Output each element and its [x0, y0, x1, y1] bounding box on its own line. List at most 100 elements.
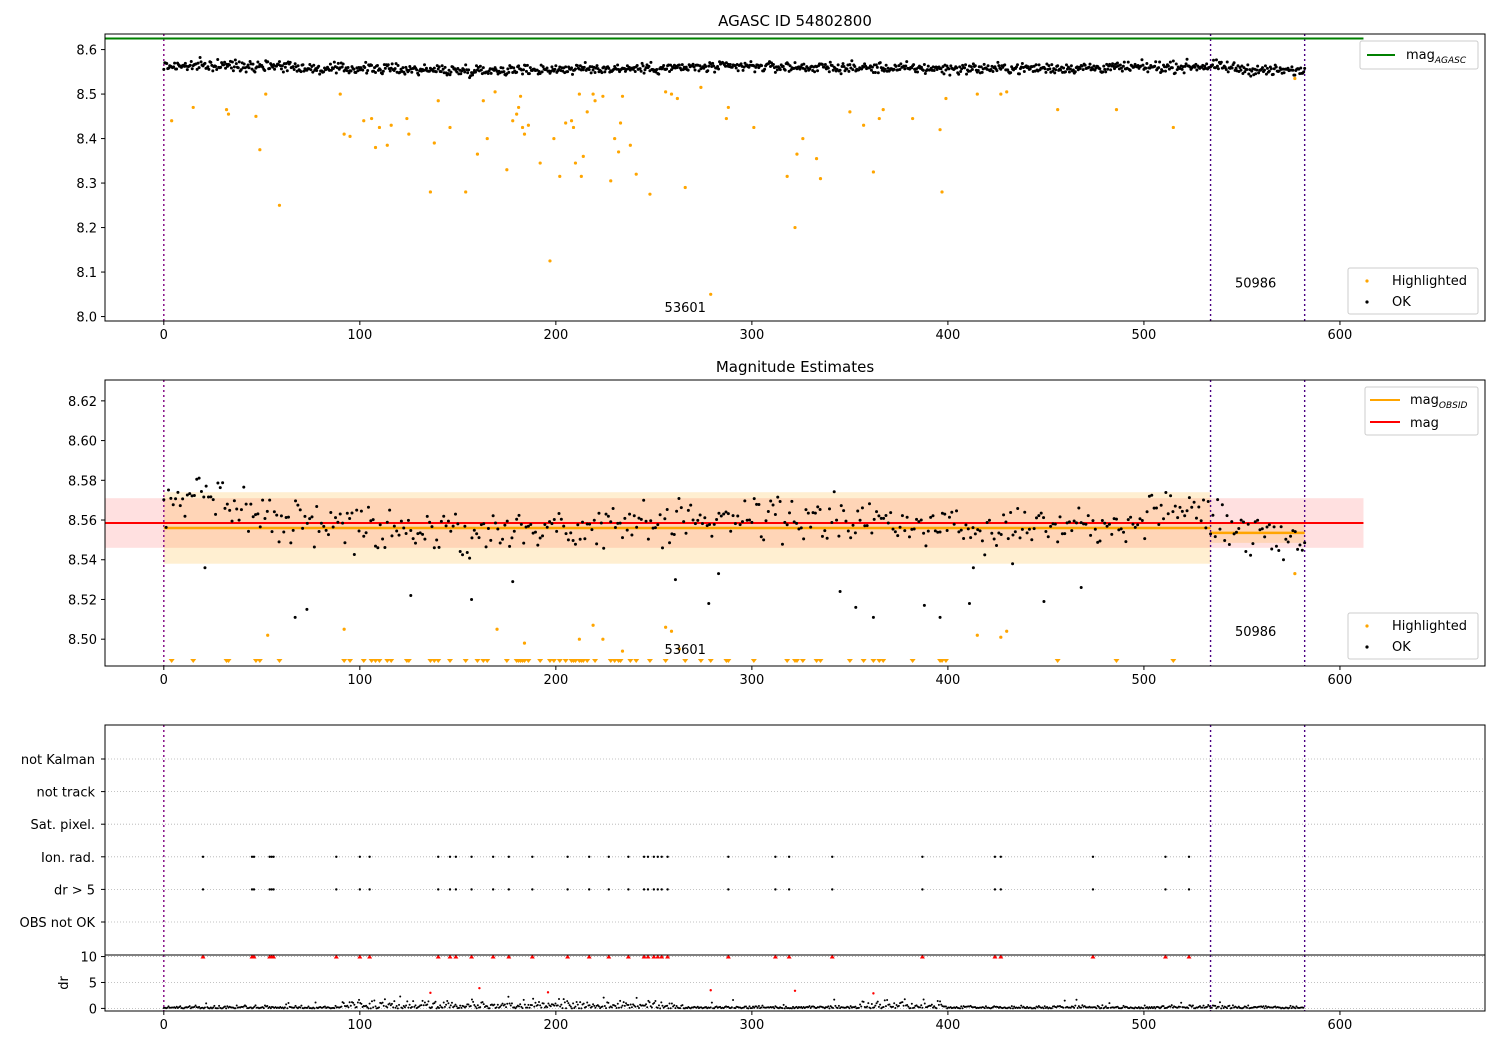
ok-point	[232, 499, 236, 503]
dr-point	[493, 1003, 496, 1006]
out-of-range-marker	[384, 659, 391, 663]
out-of-range-marker	[942, 659, 949, 663]
ok-point	[958, 65, 962, 69]
dr-point	[809, 1006, 812, 1009]
ok-point	[467, 68, 471, 72]
ok-point	[851, 523, 855, 527]
ok-point	[936, 530, 940, 534]
ok-point	[869, 68, 873, 72]
dr-clipped-marker	[565, 955, 571, 959]
dr-point	[848, 1007, 851, 1010]
ok-point	[543, 523, 547, 527]
ok-point	[1277, 69, 1281, 73]
ok-point	[870, 531, 874, 535]
flag-point	[666, 888, 669, 891]
dr-point	[323, 1005, 326, 1008]
ok-point	[830, 63, 834, 67]
ok-point	[1112, 517, 1116, 521]
ok-point	[1246, 63, 1250, 67]
ok-point	[940, 70, 944, 74]
dr-point	[1095, 1007, 1098, 1010]
dr-point	[1214, 1004, 1217, 1007]
dr-point	[406, 1000, 409, 1003]
ok-point	[616, 521, 620, 525]
dr-point	[615, 1006, 618, 1009]
ok-point	[234, 62, 238, 66]
ok-point	[1063, 532, 1067, 536]
ok-point	[589, 71, 593, 75]
ok-point	[816, 69, 820, 73]
ok-point	[291, 528, 295, 532]
highlighted-point	[573, 161, 578, 165]
dr-point	[635, 996, 638, 999]
ok-point	[401, 66, 405, 70]
ok-point	[508, 544, 512, 548]
dr-point	[556, 1004, 559, 1007]
ok-point	[350, 511, 354, 515]
ok-point	[1020, 527, 1024, 531]
ok-point	[1042, 599, 1046, 603]
dr-point	[1081, 1004, 1084, 1007]
ok-point	[1183, 64, 1187, 68]
panel1-y-tick-label: 8.2	[76, 222, 97, 237]
dr-point	[536, 1004, 539, 1007]
ok-point	[268, 498, 272, 502]
ok-point	[1215, 64, 1219, 68]
dr-point	[857, 1006, 860, 1009]
highlighted-point	[585, 110, 589, 114]
ok-point	[693, 68, 697, 72]
ok-point	[406, 518, 410, 522]
dr-clipped-marker	[529, 955, 535, 959]
dr-point	[495, 1006, 498, 1009]
ok-point	[1065, 521, 1069, 525]
dr-point	[540, 1006, 543, 1009]
ok-point	[874, 63, 878, 67]
flag-point	[646, 855, 650, 858]
ok-point	[851, 68, 855, 72]
ok-point	[293, 62, 297, 66]
ok-point	[498, 541, 502, 545]
flag-point	[831, 855, 834, 858]
out-of-range-marker	[405, 659, 412, 663]
ok-point	[728, 63, 732, 67]
out-of-range-marker	[376, 659, 383, 663]
panel2-legend-top: magOBSID mag	[1364, 386, 1479, 436]
dr-point	[505, 1006, 508, 1009]
dr-point	[307, 1005, 310, 1008]
panel2-legend-bottom: Highlighted OK	[1347, 612, 1479, 660]
ok-point	[192, 493, 196, 497]
x-tick-label: 300	[739, 1018, 764, 1033]
ok-point	[673, 578, 677, 582]
ok-point	[778, 500, 782, 504]
out-of-range-marker	[435, 659, 442, 663]
ok-point	[522, 541, 526, 545]
dr-highlighted-point	[793, 989, 797, 992]
dr-point	[983, 1007, 986, 1010]
dr-point	[832, 1007, 835, 1010]
ok-point	[780, 542, 784, 546]
dr-point	[347, 1006, 350, 1009]
dr-point	[205, 1002, 208, 1005]
ok-point	[948, 73, 952, 77]
ok-point	[864, 64, 868, 68]
dr-point	[486, 1005, 489, 1008]
ok-point	[642, 71, 646, 75]
ok-point	[802, 537, 806, 541]
ok-point	[242, 485, 246, 489]
ok-point	[378, 523, 382, 527]
dr-point	[473, 1004, 476, 1007]
ok-point	[175, 67, 179, 71]
ok-point	[203, 61, 207, 65]
ok-point	[785, 523, 789, 527]
dr-point	[870, 1003, 873, 1006]
out-of-range-marker	[360, 659, 367, 663]
ok-point	[1037, 63, 1041, 67]
ok-point	[575, 64, 579, 68]
ok-point	[195, 477, 199, 481]
dr-clipped-marker	[659, 955, 665, 959]
ok-point	[227, 63, 231, 67]
ok-point	[689, 503, 693, 507]
dr-clipped-marker	[453, 955, 459, 959]
ok-point	[573, 542, 577, 546]
ok-point	[521, 72, 525, 76]
